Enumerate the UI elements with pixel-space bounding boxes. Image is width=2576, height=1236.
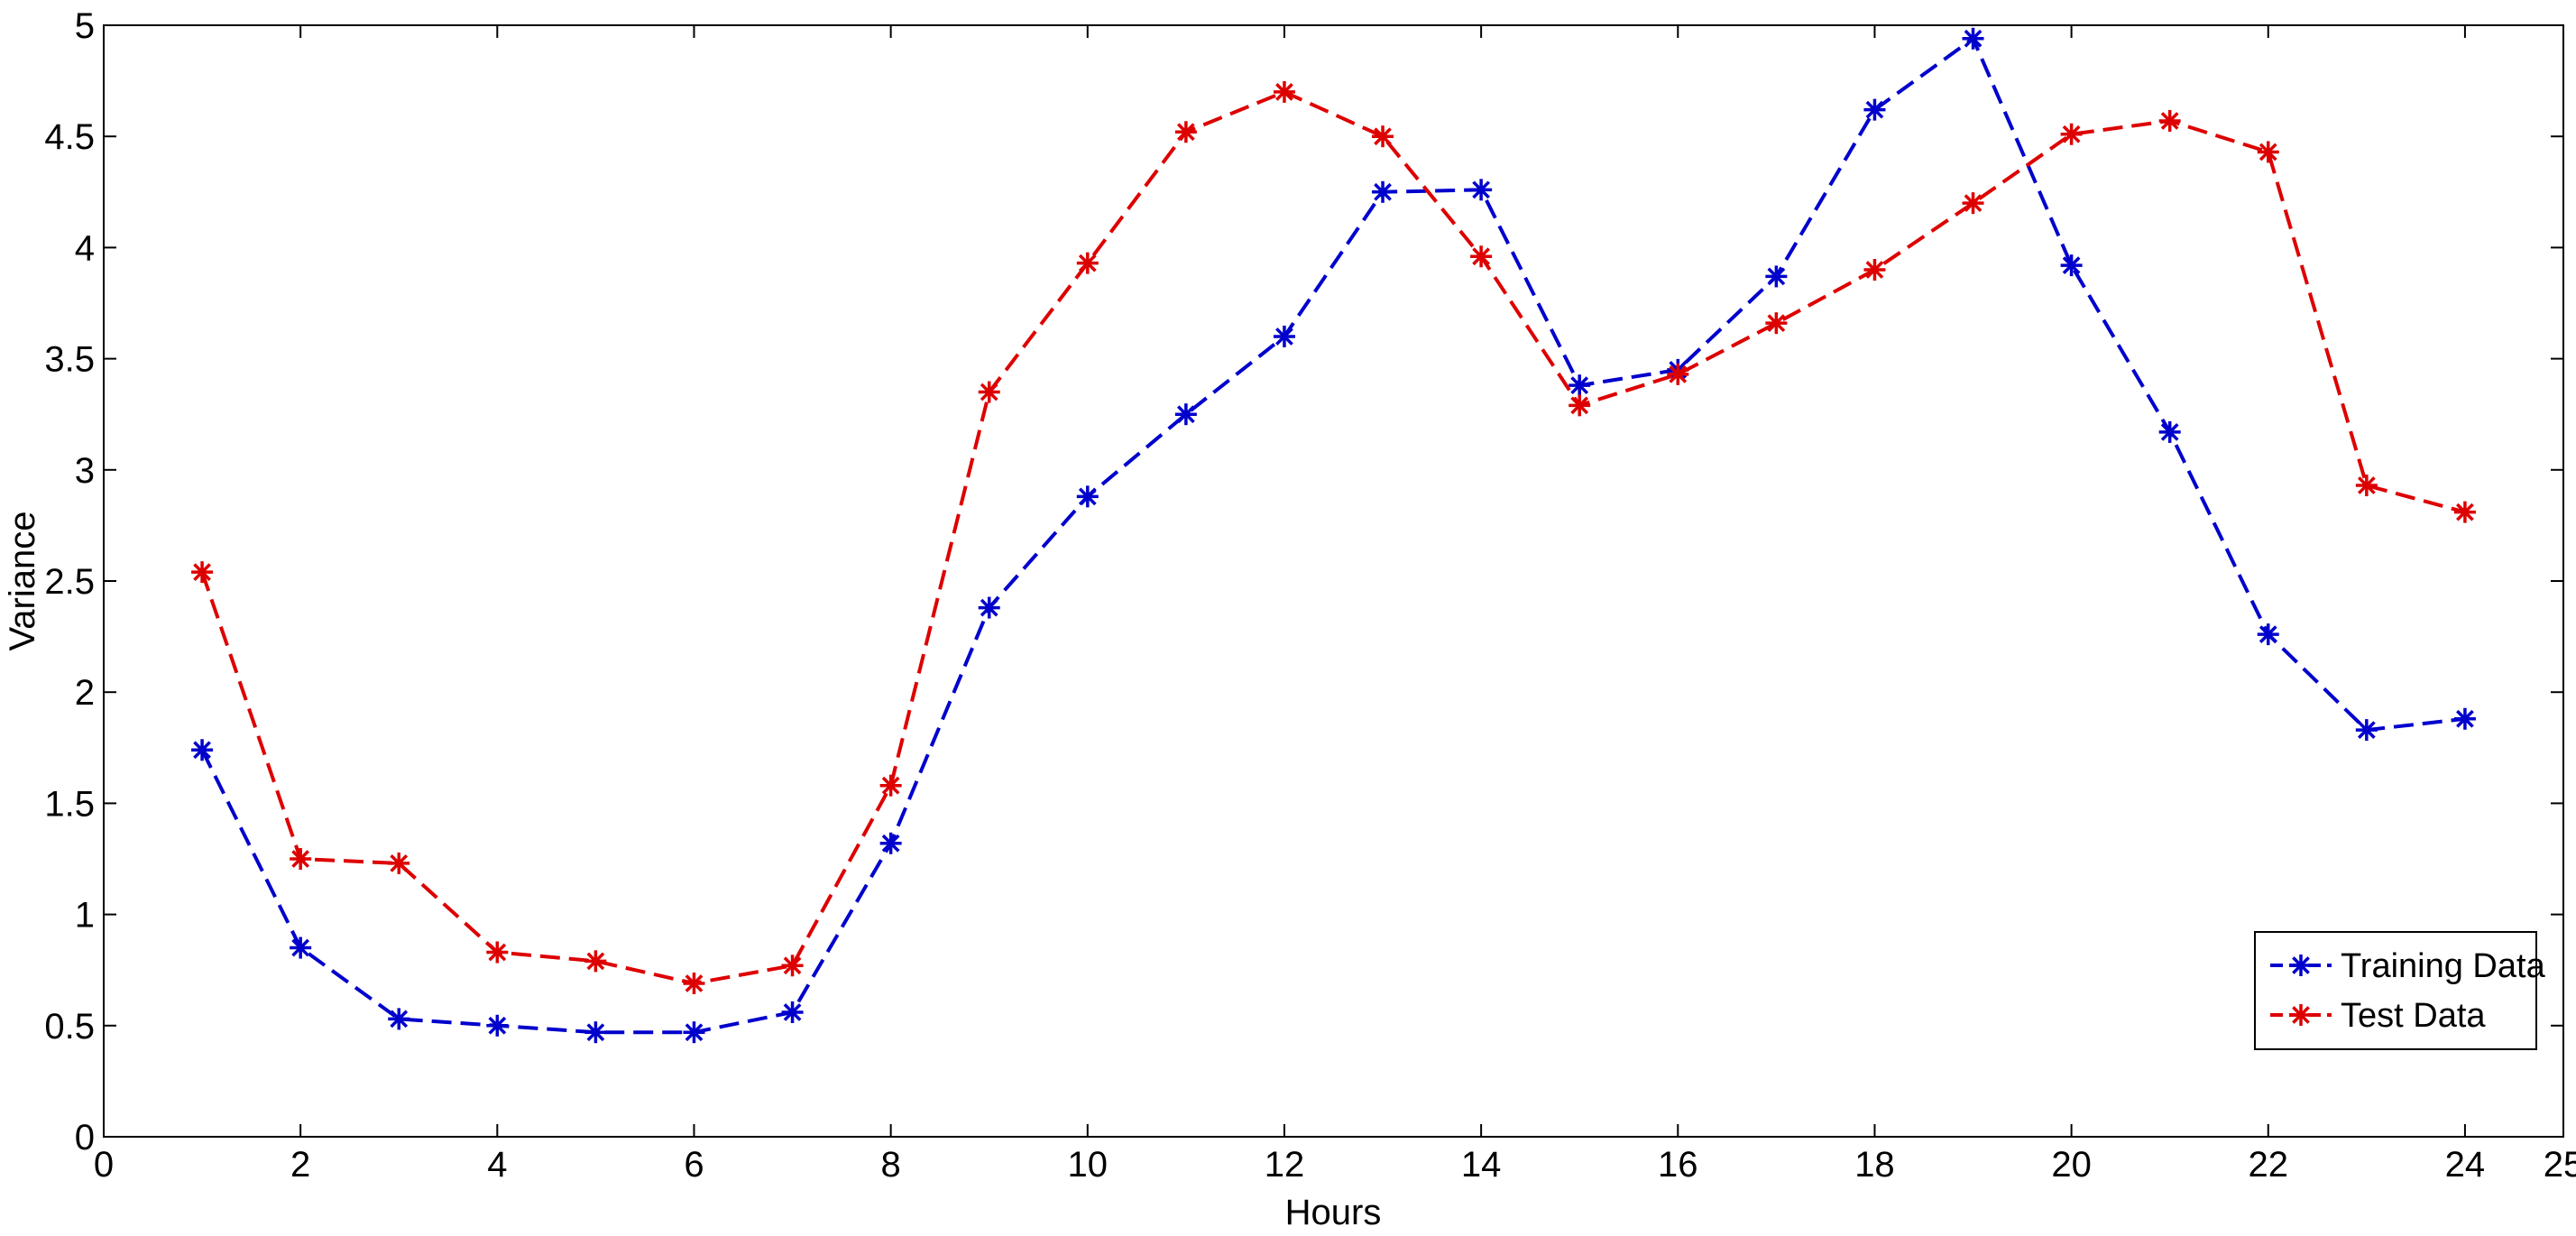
data-point-test-data — [978, 381, 1000, 403]
y-tick-label: 4 — [75, 228, 95, 268]
data-point-test-data — [2158, 109, 2181, 132]
data-point-training-data — [1569, 374, 1591, 397]
y-tick-label: 2 — [75, 673, 95, 713]
data-point-training-data — [2355, 719, 2378, 742]
data-point-training-data — [1765, 265, 1788, 288]
plot-area — [103, 24, 2564, 1138]
series-line-training-data — [200, 36, 2466, 1035]
y-tick-label: 1.5 — [44, 784, 95, 824]
x-tick-label: 25 — [2544, 1145, 2576, 1185]
data-point-training-data — [978, 596, 1000, 619]
data-point-training-data — [683, 1021, 705, 1044]
x-tick-label: 20 — [2051, 1145, 2092, 1185]
axis-ticks — [103, 24, 2564, 1138]
data-point-training-data — [1470, 179, 1493, 201]
y-tick-label: 3.5 — [44, 340, 95, 380]
data-point-training-data — [1372, 180, 1394, 203]
series-test-data — [191, 80, 2476, 994]
x-tick-label: 2 — [290, 1145, 310, 1185]
x-tick-label: 24 — [2445, 1145, 2486, 1185]
series-training-data — [191, 27, 2476, 1044]
data-point-training-data — [1863, 98, 1886, 121]
x-tick-label: 14 — [1461, 1145, 1502, 1185]
data-point-training-data — [1962, 27, 1984, 50]
data-point-training-data — [2060, 254, 2083, 277]
data-point-test-data — [781, 955, 804, 977]
data-point-test-data — [191, 561, 214, 584]
y-tick-label: 0 — [75, 1118, 95, 1158]
data-point-test-data — [290, 848, 312, 870]
data-point-training-data — [1273, 325, 1295, 347]
x-tick-label: 8 — [881, 1145, 901, 1185]
x-tick-label: 4 — [487, 1145, 507, 1185]
data-point-test-data — [2257, 141, 2279, 163]
data-point-test-data — [1470, 245, 1493, 268]
y-tick-label: 0.5 — [44, 1007, 95, 1047]
x-tick-label: 12 — [1265, 1145, 1305, 1185]
data-point-training-data — [388, 1008, 410, 1030]
x-tick-label: 16 — [1658, 1145, 1698, 1185]
data-point-training-data — [584, 1021, 607, 1044]
data-point-test-data — [584, 950, 607, 973]
tick-labels: 0 2 4 6 8 10 12 14 16 18 20 22 24 2500.511.522.533.54… — [44, 6, 2576, 1185]
data-point-training-data — [2257, 623, 2279, 646]
y-tick-label: 4.5 — [44, 117, 95, 157]
data-point-training-data — [2158, 420, 2181, 443]
data-point-test-data — [388, 852, 410, 874]
data-point-test-data — [2060, 123, 2083, 145]
x-tick-label: 0 — [94, 1145, 114, 1185]
data-point-training-data — [1076, 485, 1099, 508]
data-point-training-data — [879, 832, 902, 854]
data-point-test-data — [1174, 121, 1197, 143]
series-line-test-data — [200, 89, 2466, 985]
data-point-training-data — [2453, 707, 2476, 730]
data-point-test-data — [2355, 475, 2378, 497]
data-point-training-data — [191, 739, 214, 761]
x-tick-label: 6 — [684, 1145, 704, 1185]
data-point-test-data — [1372, 125, 1394, 148]
data-point-test-data — [1863, 259, 1886, 281]
data-point-test-data — [1667, 363, 1689, 385]
data-point-training-data — [1174, 403, 1197, 426]
legend-entries — [2270, 955, 2332, 1026]
data-point-test-data — [879, 774, 902, 797]
data-point-test-data — [683, 972, 705, 994]
data-point-test-data — [1765, 312, 1788, 335]
x-tick-label: 22 — [2249, 1145, 2289, 1185]
legend: Training Data Test Data — [2254, 931, 2546, 1050]
legend-label-training: Training Data — [2341, 947, 2546, 985]
data-point-training-data — [486, 1014, 509, 1037]
data-point-test-data — [1962, 192, 1984, 215]
legend-label-test: Test Data — [2341, 997, 2486, 1035]
x-tick-label: 10 — [1068, 1145, 1109, 1185]
data-point-test-data — [1569, 394, 1591, 417]
legend-marker-training-data — [2290, 955, 2312, 976]
data-point-training-data — [290, 936, 312, 959]
y-axis-label: Variance — [3, 512, 42, 651]
y-tick-label: 1 — [75, 896, 95, 936]
data-point-test-data — [486, 941, 509, 964]
data-point-test-data — [1076, 252, 1099, 274]
y-tick-label: 2.5 — [44, 562, 95, 602]
data-point-training-data — [781, 1001, 804, 1024]
series-layer — [191, 27, 2476, 1044]
legend-marker-test-data — [2290, 1004, 2312, 1026]
legend-box — [2254, 931, 2537, 1050]
x-axis-label: Hours — [1285, 1193, 1382, 1232]
data-point-test-data — [1273, 80, 1295, 103]
x-tick-label: 18 — [1854, 1145, 1895, 1185]
data-point-test-data — [2453, 501, 2476, 523]
y-tick-label: 5 — [75, 6, 95, 46]
y-tick-label: 3 — [75, 451, 95, 491]
